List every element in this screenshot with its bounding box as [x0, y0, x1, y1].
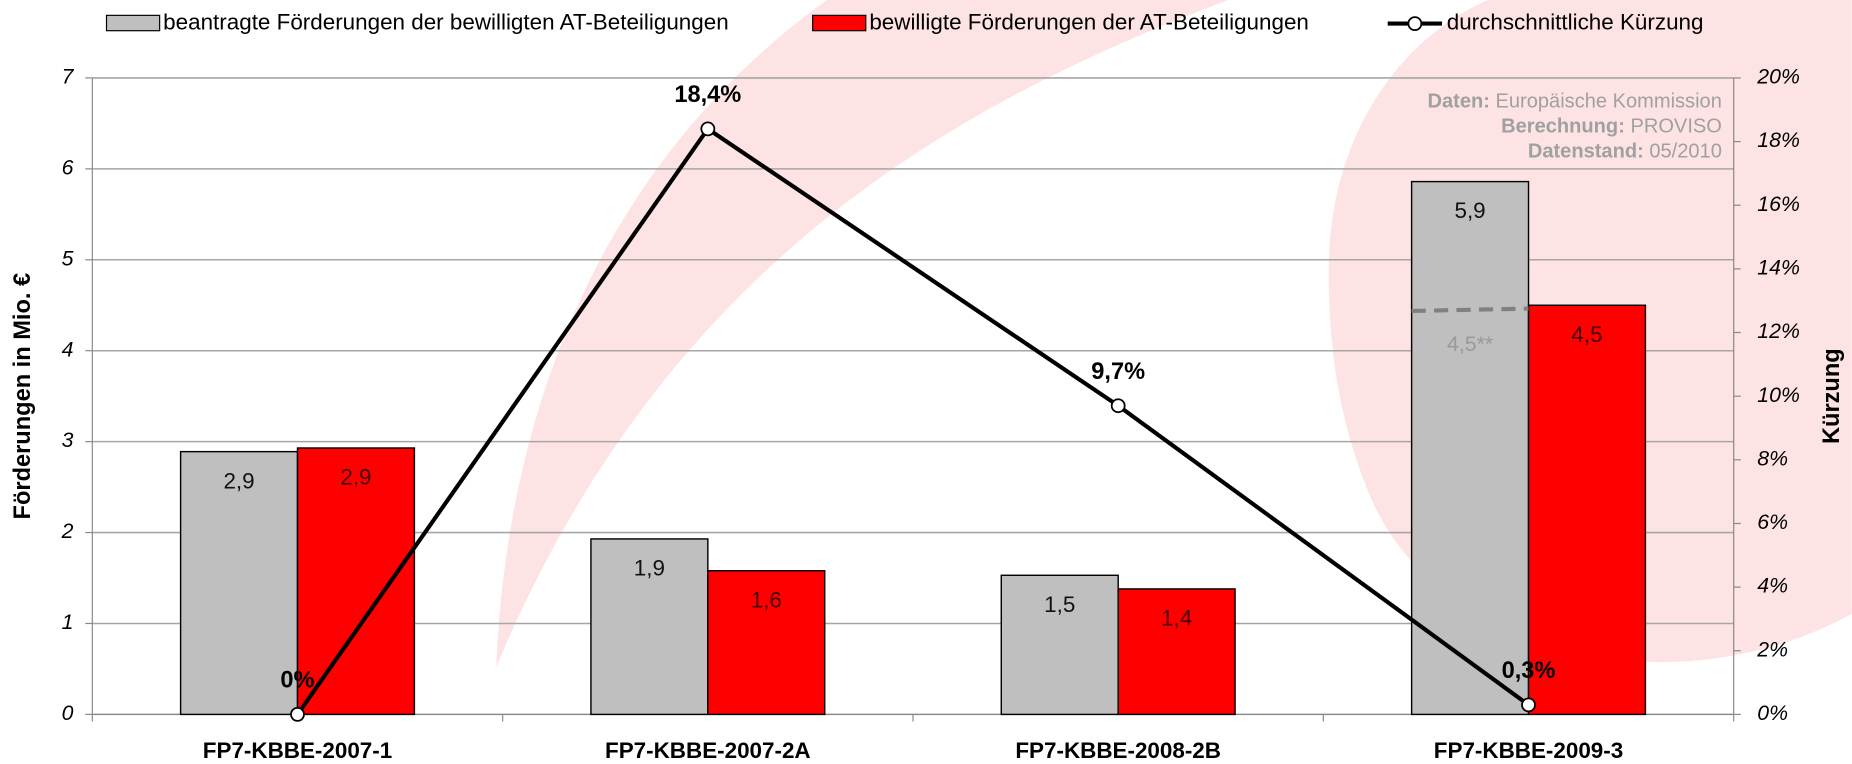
x-tick-label: FP7-KBBE-2008-2B	[1015, 738, 1221, 763]
y2-axis-title: Kürzung	[1819, 348, 1845, 444]
y-tick-label: 3	[62, 428, 74, 452]
y2-tick-label: 6%	[1757, 510, 1788, 534]
y-tick-label: 6	[62, 155, 74, 179]
legend-label: beantragte Förderungen der bewilligten A…	[163, 10, 729, 35]
bar-value-label: 1,9	[634, 556, 665, 581]
x-tick-label: FP7-KBBE-2007-2A	[605, 738, 811, 763]
legend-label: bewilligte Förderungen der AT-Beteiligun…	[869, 10, 1309, 35]
line-marker	[701, 122, 714, 135]
y-tick-label: 4	[62, 337, 74, 361]
bar-value-label: 4,5	[1571, 322, 1602, 347]
source-text: PROVISO	[1630, 116, 1721, 138]
y2-tick-label: 16%	[1757, 192, 1800, 216]
y2-tick-label: 14%	[1757, 255, 1800, 279]
bar-value-label: 1,5	[1044, 592, 1075, 617]
bar-value-label: 5,9	[1454, 198, 1485, 223]
source-text: Europäische Kommission	[1496, 91, 1722, 113]
line-marker	[291, 708, 304, 721]
legend-swatch-marker	[1408, 17, 1421, 30]
bar-value-label: 1,4	[1161, 606, 1192, 631]
y2-tick-label: 12%	[1757, 319, 1800, 343]
x-tick-label: FP7-KBBE-2009-3	[1434, 738, 1623, 763]
y-tick-label: 1	[62, 610, 74, 634]
line-value-label: 0,3%	[1502, 658, 1556, 684]
bar-value-label: 1,6	[751, 587, 782, 612]
y2-tick-label: 8%	[1757, 446, 1788, 470]
y-tick-label: 7	[62, 65, 75, 89]
line-marker	[1522, 698, 1535, 711]
y-axis-title: Förderungen in Mio. €	[10, 273, 36, 520]
source-note: Berechnung: PROVISO	[1501, 116, 1722, 138]
y-tick-label: 5	[62, 246, 74, 270]
y2-tick-label: 18%	[1757, 128, 1800, 152]
source-note: Datenstand: 05/2010	[1528, 141, 1722, 163]
source-label: Daten:	[1428, 91, 1490, 113]
source-note: Daten: Europäische Kommission	[1428, 91, 1722, 113]
y-tick-label: 2	[61, 519, 74, 543]
legend-swatch	[107, 15, 160, 30]
reference-label: 4,5**	[1447, 332, 1493, 356]
x-tick-label: FP7-KBBE-2007-1	[203, 738, 392, 763]
legend-label: durchschnittliche Kürzung	[1447, 10, 1704, 35]
bar-value-label: 2,9	[223, 468, 254, 493]
legend-swatch	[813, 15, 866, 30]
page: 0 1 2 3 4 5 6 7 0% 2% 4% 6% 8% 10% 12% 14% 16% 18% 20% Förd…	[0, 0, 1852, 764]
y2-tick-label: 10%	[1757, 383, 1800, 407]
bar-value-label: 2,9	[340, 465, 371, 490]
line-value-label: 18,4%	[674, 82, 741, 108]
y2-tick-label: 2%	[1756, 637, 1788, 661]
y2-tick-label: 20%	[1756, 65, 1800, 89]
bar	[1529, 305, 1646, 714]
source-text: 05/2010	[1649, 141, 1722, 163]
source-label: Berechnung:	[1501, 116, 1625, 138]
y2-tick-label: 4%	[1757, 574, 1788, 598]
line-value-label: 9,7%	[1091, 359, 1145, 385]
y2-tick-label: 0%	[1757, 701, 1788, 725]
y-tick-label: 0	[62, 701, 74, 725]
source-label: Datenstand:	[1528, 141, 1644, 163]
line-value-label: 0%	[280, 668, 314, 694]
line-marker	[1112, 399, 1125, 412]
chart: 0 1 2 3 4 5 6 7 0% 2% 4% 6% 8% 10% 12% 14% 16% 18% 20% Förd…	[0, 0, 1852, 764]
